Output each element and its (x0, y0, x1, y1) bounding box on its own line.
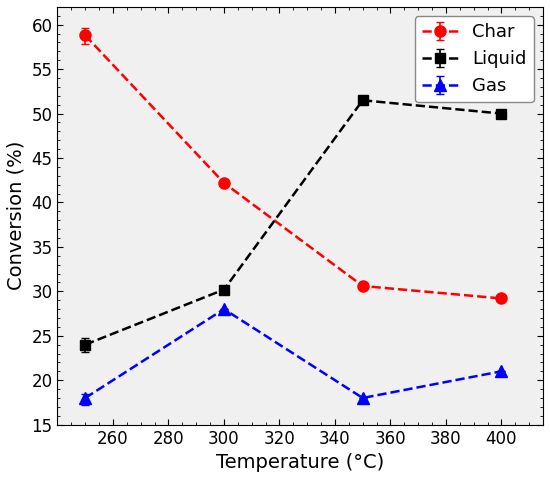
Y-axis label: Conversion (%): Conversion (%) (7, 141, 26, 290)
X-axis label: Temperature (°C): Temperature (°C) (216, 453, 384, 472)
Legend: Char, Liquid, Gas: Char, Liquid, Gas (415, 16, 534, 103)
